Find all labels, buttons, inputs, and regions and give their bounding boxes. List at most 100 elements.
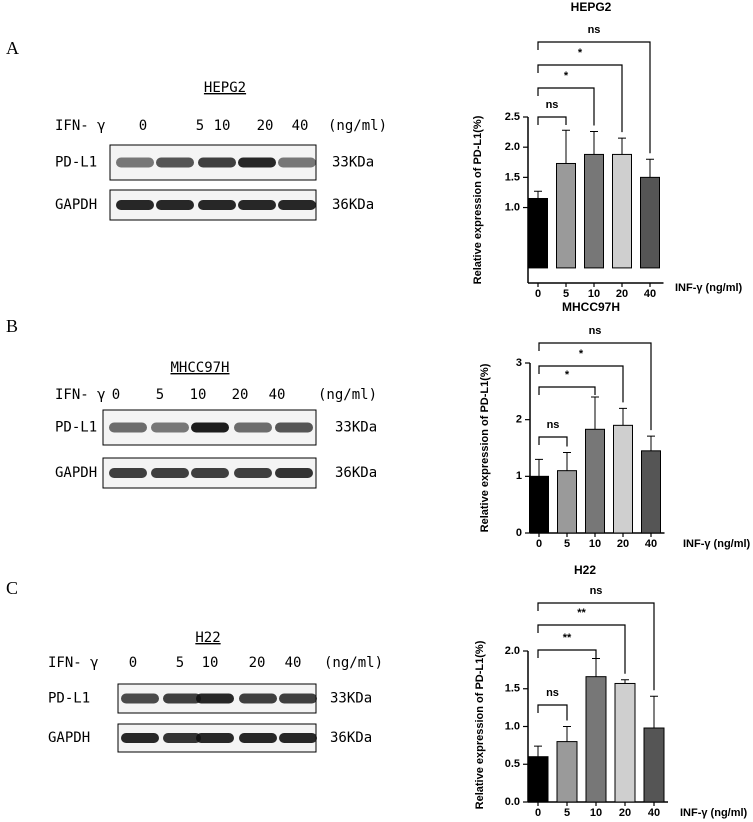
- protein-label: PD-L1: [55, 420, 97, 436]
- significance-label: *: [565, 369, 570, 381]
- band: [279, 733, 317, 743]
- band: [151, 468, 189, 478]
- y-tick-label: 1: [516, 470, 522, 482]
- protein-label: GAPDH: [48, 730, 90, 746]
- treatment-label: IFN- γ: [55, 118, 106, 134]
- x-tick-label: 5: [563, 288, 569, 300]
- error-bar: [534, 190, 542, 199]
- panel-letter: C: [6, 578, 18, 598]
- unit-label: (ng/ml): [318, 387, 377, 403]
- x-tick-label: 0: [535, 807, 541, 819]
- significance-bracket: [537, 602, 655, 691]
- band: [275, 468, 313, 478]
- concentration-label: 5: [176, 655, 184, 671]
- x-tick-label: 20: [617, 538, 629, 550]
- treatment-label: IFN- γ: [48, 655, 99, 671]
- error-bar: [647, 435, 655, 451]
- y-tick-label: 2: [516, 414, 522, 426]
- band: [278, 157, 316, 168]
- y-tick-label: 1.0: [505, 720, 520, 732]
- concentration-label: 0: [139, 118, 147, 134]
- band: [234, 422, 272, 433]
- size-label: 36KDa: [330, 730, 372, 746]
- panel-letter: B: [6, 316, 18, 336]
- bar: [556, 162, 576, 269]
- y-axis-label: Relative expression of PD-L1(%): [474, 640, 486, 809]
- concentration-label: 5: [196, 118, 204, 134]
- y-tick-label: 1.5: [505, 683, 520, 695]
- significance-label: **: [563, 632, 572, 644]
- band: [239, 733, 277, 743]
- band: [198, 200, 236, 210]
- significance-label: *: [579, 348, 584, 360]
- band: [151, 422, 189, 433]
- bar: [527, 756, 549, 803]
- band: [116, 200, 154, 210]
- y-tick-label: 2.5: [505, 111, 520, 123]
- band: [156, 200, 194, 210]
- concentration-label: 40: [269, 387, 286, 403]
- significance-bracket: [538, 386, 596, 395]
- size-label: 33KDa: [330, 691, 372, 707]
- band: [156, 157, 194, 168]
- x-tick-label: 5: [564, 538, 570, 550]
- unit-label: (ng/ml): [324, 655, 383, 671]
- x-tick-label: 40: [645, 538, 657, 550]
- band: [163, 733, 201, 743]
- y-axis-label: Relative expression of PD-L1(%): [472, 115, 484, 284]
- size-label: 36KDa: [332, 197, 374, 213]
- significance-label: ns: [547, 419, 560, 431]
- concentration-label: 20: [249, 655, 266, 671]
- band: [121, 733, 159, 743]
- band: [198, 157, 236, 168]
- error-bar: [650, 695, 658, 729]
- band: [191, 468, 229, 478]
- x-tick-label: 10: [588, 288, 600, 300]
- y-tick-label: 1.0: [505, 201, 520, 213]
- x-tick-label: 0: [536, 538, 542, 550]
- error-bar: [646, 158, 654, 178]
- band: [163, 693, 201, 704]
- concentration-label: 20: [257, 118, 274, 134]
- x-tick-label: 10: [590, 807, 602, 819]
- concentration-label: 10: [214, 118, 231, 134]
- bar: [613, 424, 633, 534]
- error-bar: [619, 407, 627, 426]
- panel-letter: A: [6, 38, 19, 58]
- significance-bracket: [537, 649, 597, 658]
- error-bar: [534, 745, 542, 757]
- significance-bracket: [537, 624, 626, 674]
- significance-label: **: [577, 607, 586, 619]
- size-label: 33KDa: [332, 155, 374, 171]
- x-axis-label: INF-γ (ng/ml): [683, 538, 751, 550]
- bar: [640, 176, 660, 269]
- y-tick-label: 0.5: [505, 758, 520, 770]
- band: [109, 468, 147, 478]
- significance-bracket: [538, 342, 652, 431]
- chart-title: H22: [574, 563, 596, 577]
- protein-label: PD-L1: [48, 691, 90, 707]
- x-tick-label: 0: [535, 288, 541, 300]
- error-bar: [563, 452, 571, 471]
- band: [275, 422, 313, 433]
- concentration-label: 10: [202, 655, 219, 671]
- error-bar: [535, 458, 543, 477]
- significance-label: ns: [590, 585, 603, 597]
- band: [196, 733, 234, 743]
- bar: [612, 153, 632, 269]
- bar: [585, 676, 607, 803]
- band: [238, 157, 276, 168]
- significance-label: ns: [546, 99, 559, 111]
- protein-label: GAPDH: [55, 197, 97, 213]
- significance-bracket: [538, 365, 624, 403]
- concentration-label: 0: [112, 387, 120, 403]
- significance-label: ns: [589, 325, 602, 337]
- significance-bracket: [538, 436, 568, 447]
- concentration-label: 0: [129, 655, 137, 671]
- error-bar: [562, 129, 570, 164]
- size-label: 36KDa: [335, 465, 377, 481]
- error-bar: [590, 130, 598, 155]
- error-bar: [563, 726, 571, 742]
- significance-bracket: [537, 704, 568, 721]
- bar: [641, 450, 661, 534]
